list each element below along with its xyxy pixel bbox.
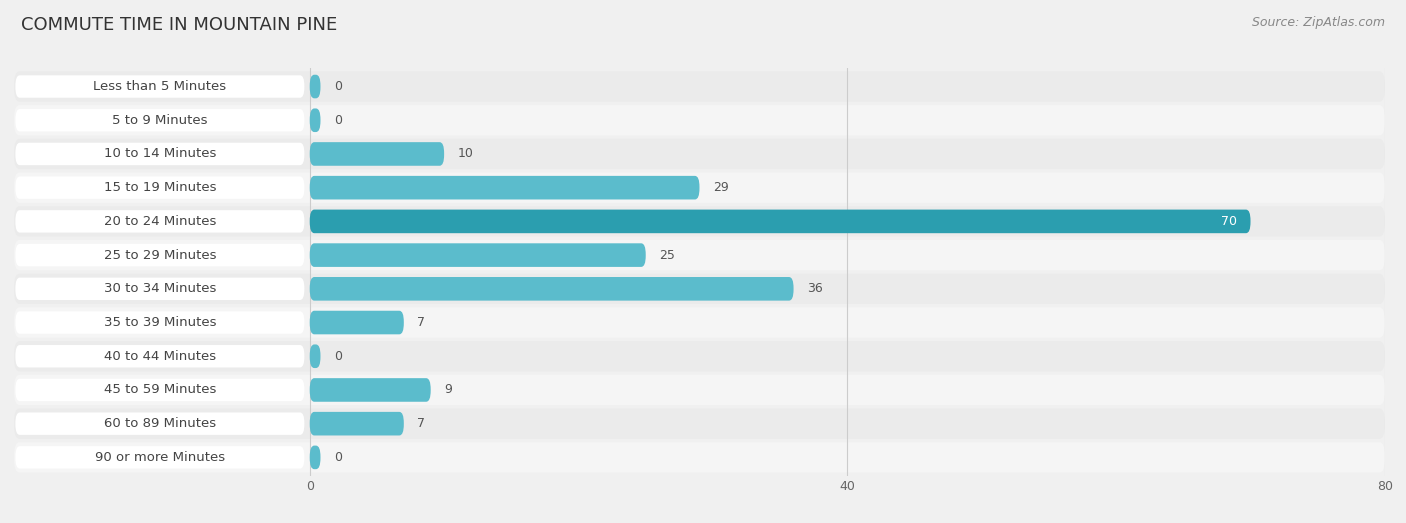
Text: 60 to 89 Minutes: 60 to 89 Minutes (104, 417, 217, 430)
FancyBboxPatch shape (309, 345, 321, 368)
Text: 90 or more Minutes: 90 or more Minutes (94, 451, 225, 464)
FancyBboxPatch shape (15, 345, 304, 368)
FancyBboxPatch shape (14, 341, 1385, 371)
FancyBboxPatch shape (15, 109, 304, 131)
FancyBboxPatch shape (14, 274, 1385, 304)
FancyBboxPatch shape (309, 75, 321, 98)
Text: 15 to 19 Minutes: 15 to 19 Minutes (104, 181, 217, 194)
Text: 0: 0 (335, 350, 342, 363)
Text: 0: 0 (335, 113, 342, 127)
Text: 36: 36 (807, 282, 823, 295)
Text: 20 to 24 Minutes: 20 to 24 Minutes (104, 215, 217, 228)
FancyBboxPatch shape (15, 176, 304, 199)
FancyBboxPatch shape (14, 408, 1385, 439)
FancyBboxPatch shape (15, 143, 304, 165)
FancyBboxPatch shape (309, 142, 444, 166)
FancyBboxPatch shape (14, 206, 1385, 236)
FancyBboxPatch shape (309, 412, 404, 436)
FancyBboxPatch shape (309, 311, 404, 334)
Text: 29: 29 (713, 181, 728, 194)
FancyBboxPatch shape (15, 210, 304, 233)
FancyBboxPatch shape (309, 277, 793, 301)
FancyBboxPatch shape (15, 446, 304, 469)
Text: 0: 0 (335, 451, 342, 464)
Text: Less than 5 Minutes: Less than 5 Minutes (93, 80, 226, 93)
Text: Source: ZipAtlas.com: Source: ZipAtlas.com (1251, 16, 1385, 29)
FancyBboxPatch shape (14, 240, 1385, 270)
FancyBboxPatch shape (309, 446, 321, 469)
Text: 0: 0 (335, 80, 342, 93)
FancyBboxPatch shape (309, 210, 1250, 233)
Text: 30 to 34 Minutes: 30 to 34 Minutes (104, 282, 217, 295)
FancyBboxPatch shape (309, 378, 430, 402)
Text: 70: 70 (1220, 215, 1237, 228)
Text: 7: 7 (418, 316, 425, 329)
FancyBboxPatch shape (15, 75, 304, 98)
FancyBboxPatch shape (15, 379, 304, 401)
FancyBboxPatch shape (15, 278, 304, 300)
Text: 35 to 39 Minutes: 35 to 39 Minutes (104, 316, 217, 329)
FancyBboxPatch shape (309, 243, 645, 267)
FancyBboxPatch shape (309, 176, 700, 199)
FancyBboxPatch shape (14, 139, 1385, 169)
FancyBboxPatch shape (14, 442, 1385, 473)
Text: 7: 7 (418, 417, 425, 430)
Text: 5 to 9 Minutes: 5 to 9 Minutes (112, 113, 208, 127)
FancyBboxPatch shape (15, 413, 304, 435)
Text: 10: 10 (457, 147, 474, 161)
Text: 25: 25 (659, 248, 675, 262)
FancyBboxPatch shape (14, 375, 1385, 405)
Text: 10 to 14 Minutes: 10 to 14 Minutes (104, 147, 217, 161)
FancyBboxPatch shape (14, 308, 1385, 338)
FancyBboxPatch shape (15, 244, 304, 266)
FancyBboxPatch shape (14, 173, 1385, 203)
FancyBboxPatch shape (15, 311, 304, 334)
FancyBboxPatch shape (14, 71, 1385, 101)
Text: 9: 9 (444, 383, 451, 396)
Text: 40 to 44 Minutes: 40 to 44 Minutes (104, 350, 217, 363)
Text: 25 to 29 Minutes: 25 to 29 Minutes (104, 248, 217, 262)
FancyBboxPatch shape (309, 108, 321, 132)
FancyBboxPatch shape (14, 105, 1385, 135)
Text: COMMUTE TIME IN MOUNTAIN PINE: COMMUTE TIME IN MOUNTAIN PINE (21, 16, 337, 33)
Text: 45 to 59 Minutes: 45 to 59 Minutes (104, 383, 217, 396)
